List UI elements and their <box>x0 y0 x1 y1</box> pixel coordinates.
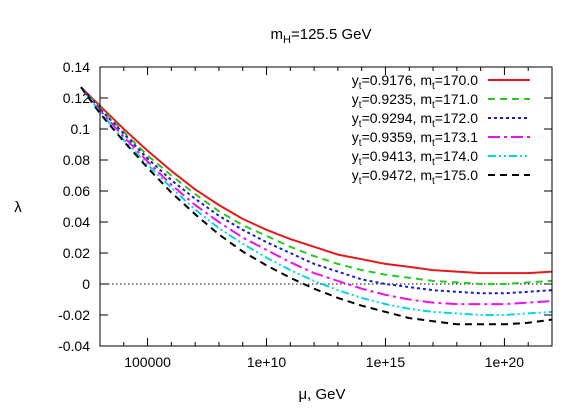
legend-label-5: yt=0.9413, mt=174.0 <box>352 148 478 168</box>
x-tick-label: 100000 <box>124 354 171 370</box>
series-layer <box>80 86 553 326</box>
legend-label-3: yt=0.9294, mt=172.0 <box>352 110 478 130</box>
legend: yt=0.9176, mt=170.0yt=0.9235, mt=171.0yt… <box>352 72 530 187</box>
x-tick-label: 1e+15 <box>366 354 406 370</box>
tick-labels-layer: 0.14 0.12 0.1 0.08 0.06 0.04 0.02 0 -0.02 -0.04 10… <box>58 59 524 370</box>
series-line-2 <box>80 86 553 285</box>
legend-label-1: yt=0.9176, mt=170.0 <box>352 72 478 92</box>
y-tick-label: 0.14 <box>63 59 90 75</box>
y-tick-label: 0 <box>82 276 90 292</box>
legend-label-6: yt=0.9472, mt=175.0 <box>352 167 478 187</box>
y-tick-label: 0.12 <box>63 90 90 106</box>
x-axis-label: μ, GeV <box>299 386 346 403</box>
y-tick-label: 0.04 <box>63 214 90 230</box>
tick-marks-layer <box>99 66 553 347</box>
legend-label-2: yt=0.9235, mt=171.0 <box>352 91 478 111</box>
series-line-4 <box>80 86 553 306</box>
y-tick-label: 0.02 <box>63 245 90 261</box>
plot-area-frame <box>99 66 553 347</box>
chart-title: mH=125.5 GeV <box>271 26 372 46</box>
series-line-6 <box>80 86 553 326</box>
x-tick-label: 1e+20 <box>485 354 525 370</box>
y-tick-label: -0.04 <box>58 338 90 354</box>
series-line-1 <box>80 86 553 275</box>
y-tick-label: 0.1 <box>71 121 91 137</box>
y-tick-label: 0.08 <box>63 152 90 168</box>
y-tick-label: -0.02 <box>58 307 90 323</box>
x-tick-label: 1e+10 <box>247 354 287 370</box>
series-line-5 <box>80 86 553 316</box>
legend-label-4: yt=0.9359, mt=173.1 <box>352 129 478 149</box>
series-line-3 <box>80 86 553 295</box>
y-tick-label: 0.06 <box>63 183 90 199</box>
y-axis-label: λ <box>14 199 22 216</box>
